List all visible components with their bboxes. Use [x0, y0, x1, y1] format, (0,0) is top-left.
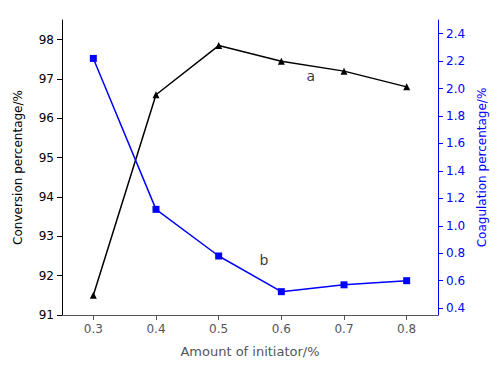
svg-text:Conversion percentage/%: Conversion percentage/%: [11, 90, 25, 245]
svg-text:91: 91: [39, 308, 54, 322]
svg-text:97: 97: [39, 72, 54, 86]
svg-text:0.3: 0.3: [84, 322, 103, 336]
svg-text:Amount of initiator/%: Amount of initiator/%: [180, 344, 319, 359]
svg-text:93: 93: [39, 229, 54, 243]
svg-text:b: b: [259, 252, 268, 268]
svg-text:0.4: 0.4: [146, 322, 165, 336]
svg-text:Coagulation percentage/%: Coagulation percentage/%: [475, 88, 489, 248]
svg-text:2.4: 2.4: [446, 27, 465, 41]
svg-text:2.0: 2.0: [446, 82, 465, 96]
svg-text:2.2: 2.2: [446, 54, 465, 68]
svg-text:94: 94: [39, 190, 54, 204]
svg-text:1.4: 1.4: [446, 164, 465, 178]
svg-text:1.0: 1.0: [446, 219, 465, 233]
svg-text:0.5: 0.5: [209, 322, 228, 336]
svg-text:1.2: 1.2: [446, 191, 465, 205]
svg-text:0.6: 0.6: [272, 322, 291, 336]
svg-text:95: 95: [39, 151, 54, 165]
svg-text:98: 98: [39, 33, 54, 47]
svg-text:0.8: 0.8: [446, 246, 465, 260]
svg-text:0.8: 0.8: [397, 322, 416, 336]
svg-text:96: 96: [39, 111, 54, 125]
svg-text:0.4: 0.4: [446, 301, 465, 315]
svg-text:92: 92: [39, 269, 54, 283]
svg-text:0.7: 0.7: [334, 322, 353, 336]
svg-text:1.8: 1.8: [446, 109, 465, 123]
svg-text:0.6: 0.6: [446, 274, 465, 288]
svg-text:1.6: 1.6: [446, 136, 465, 150]
svg-text:a: a: [306, 68, 315, 84]
